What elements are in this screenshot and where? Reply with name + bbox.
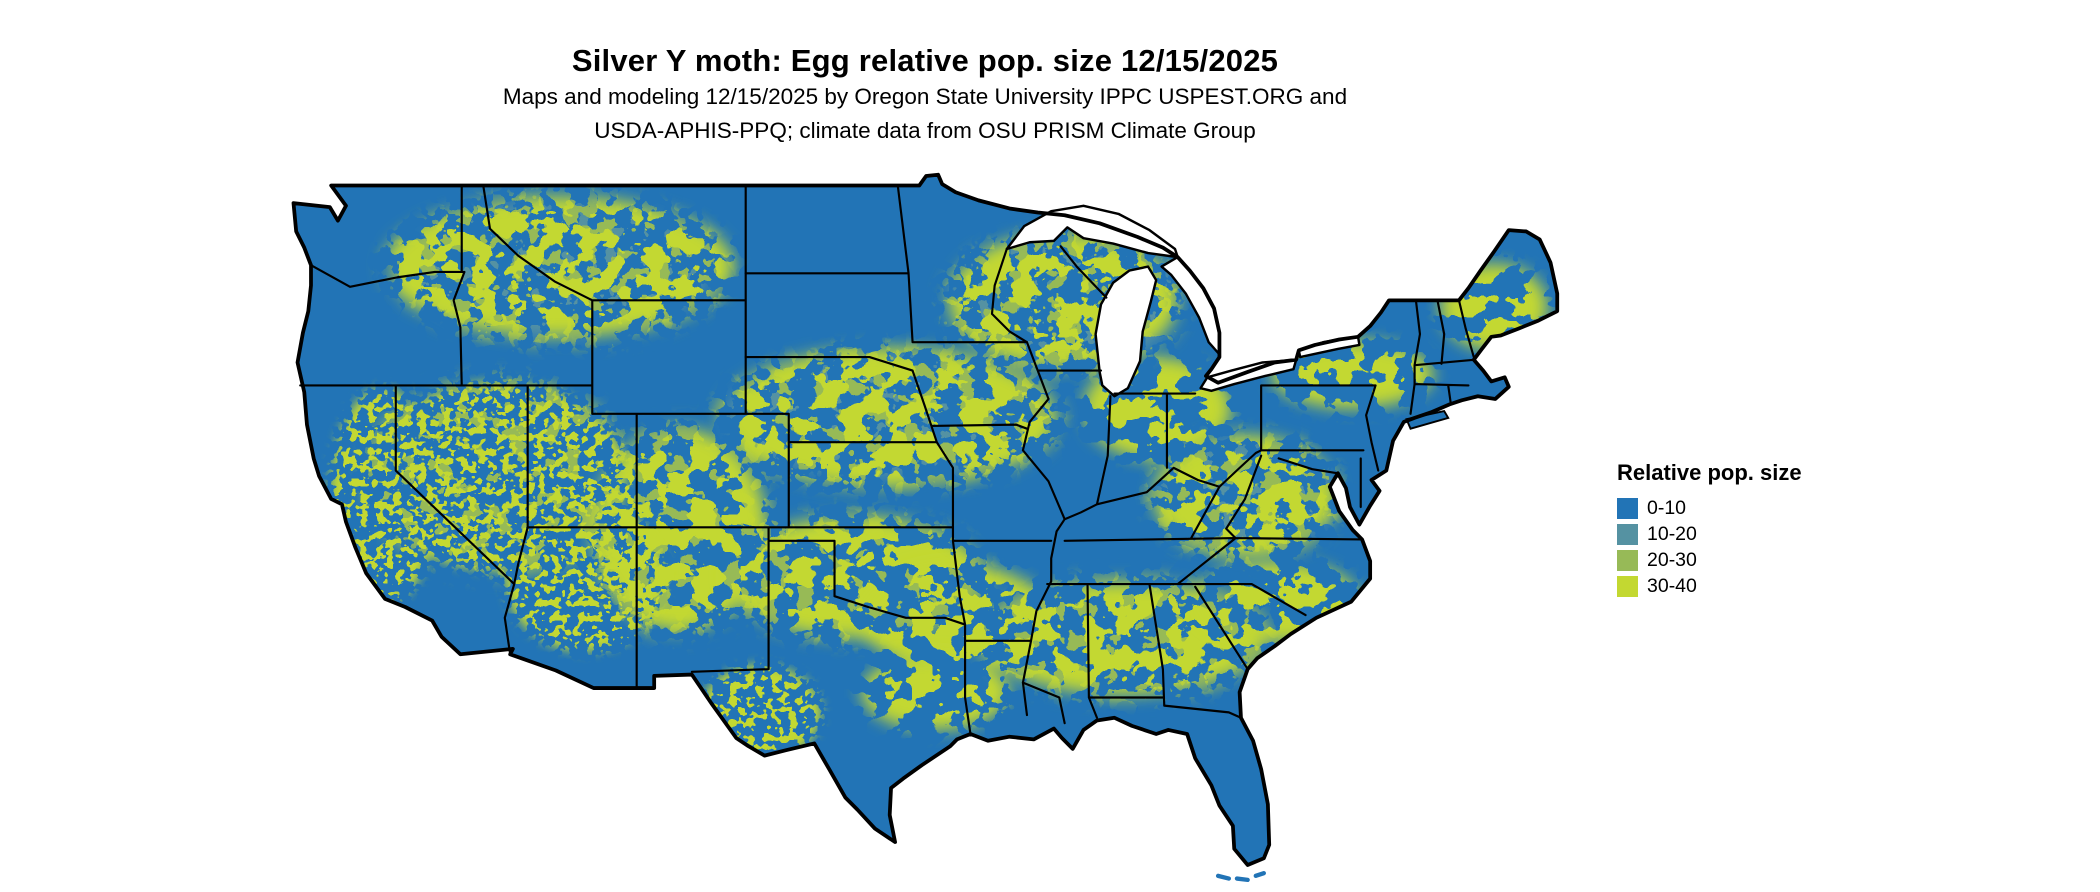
lake-michigan [1094,265,1158,398]
legend-swatch-10-20 [1617,524,1638,545]
state-borders-plains [744,184,1053,736]
state-borders-midwest [990,245,1263,717]
map-attribution: Maps and modeling 12/15/2025 by Oregon S… [0,80,1850,148]
attribution-line-1: Maps and modeling 12/15/2025 by Oregon S… [502,84,1348,109]
legend-swatch-30-40 [1617,576,1638,597]
legend-swatch-20-30 [1617,550,1638,571]
legend-label: 10-20 [1647,523,1697,545]
legend-label: 30-40 [1647,575,1697,597]
lake-erie [1199,358,1298,393]
legend-item: 30-40 [1617,576,1802,597]
florida-keys [1215,870,1266,883]
state-borders [299,184,1475,736]
legend: Relative pop. size 0-10 10-20 20-30 30-4… [1617,460,1802,602]
state-borders-west [299,184,790,690]
legend-swatch-0-10 [1617,498,1638,519]
legend-item: 0-10 [1617,498,1802,519]
state-borders-south [1021,485,1364,725]
legend-item: 10-20 [1617,524,1802,545]
legend-label: 0-10 [1647,497,1687,519]
great-lakes [1005,204,1361,398]
us-map-svg [291,172,1560,883]
legend-label: 20-30 [1647,549,1697,571]
attribution-line-2: USDA-APHIS-PPQ; climate data from OSU PR… [594,118,1256,143]
legend-item: 20-30 [1617,550,1802,571]
us-map [276,172,1568,888]
state-borders-east [1225,299,1475,540]
legend-title: Relative pop. size [1617,460,1802,485]
map-title: Silver Y moth: Egg relative pop. size 12… [571,42,1279,78]
